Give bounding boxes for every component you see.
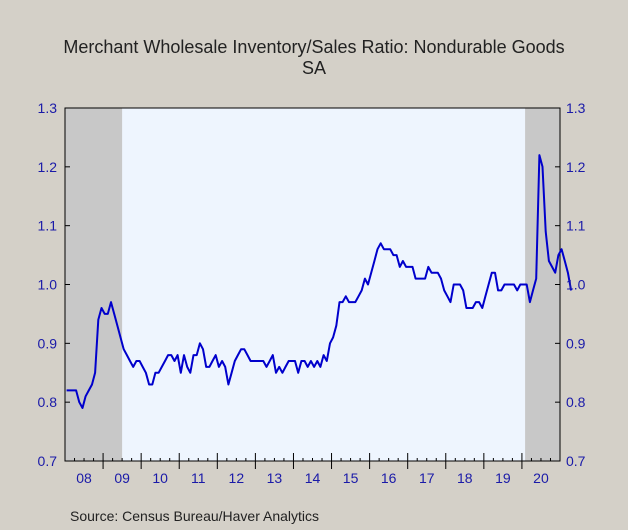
series-group [66,154,573,409]
x-year-label: 18 [457,470,473,486]
source-note: Source: Census Bureau/Haver Analytics [70,508,320,524]
x-year-label: 13 [267,470,283,486]
chart-subtitle: SA [301,58,326,78]
recession-shading-group [64,107,561,462]
x-year-label: 10 [152,470,168,486]
y-tick-label-left: 1.2 [38,159,58,175]
y-tick-label-left: 0.7 [38,453,58,469]
x-year-label: 15 [343,470,359,486]
x-year-label: 16 [381,470,397,486]
x-year-label: 19 [495,470,511,486]
series-line-1 [66,154,573,409]
plot-background [65,108,560,461]
y-tick-label-right: 1.2 [566,159,586,175]
x-year-label: 12 [229,470,245,486]
y-tick-label-left: 1.1 [38,218,58,234]
x-year-label: 20 [533,470,549,486]
x-year-label: 14 [305,470,321,486]
y-tick-label-left: 1.3 [38,100,58,116]
y-tick-label-left: 1.0 [38,277,58,293]
y-tick-label-right: 0.7 [566,453,586,469]
y-tick-label-right: 1.3 [566,100,586,116]
x-year-label: 11 [191,470,206,486]
x-year-label: 17 [419,470,435,486]
axis-ticks-group [65,107,560,469]
recession-band-1 [65,108,123,461]
y-tick-label-right: 1.1 [566,218,586,234]
y-tick-label-left: 0.9 [38,335,58,351]
recession-band-2 [525,108,560,461]
chart-title: Merchant Wholesale Inventory/Sales Ratio… [63,37,565,57]
x-year-label: 08 [76,470,92,486]
y-tick-label-left: 0.8 [38,394,58,410]
x-year-label: 09 [114,470,130,486]
y-tick-label-right: 0.8 [566,394,586,410]
y-tick-label-right: 1.0 [566,277,586,293]
axis-labels-group: 0.7 0.7 0.8 0.8 0.9 0.9 1.0 1.0 1.1 1.1 1.2 1.2 1.3 1… [38,100,586,486]
y-tick-label-right: 0.9 [566,335,586,351]
